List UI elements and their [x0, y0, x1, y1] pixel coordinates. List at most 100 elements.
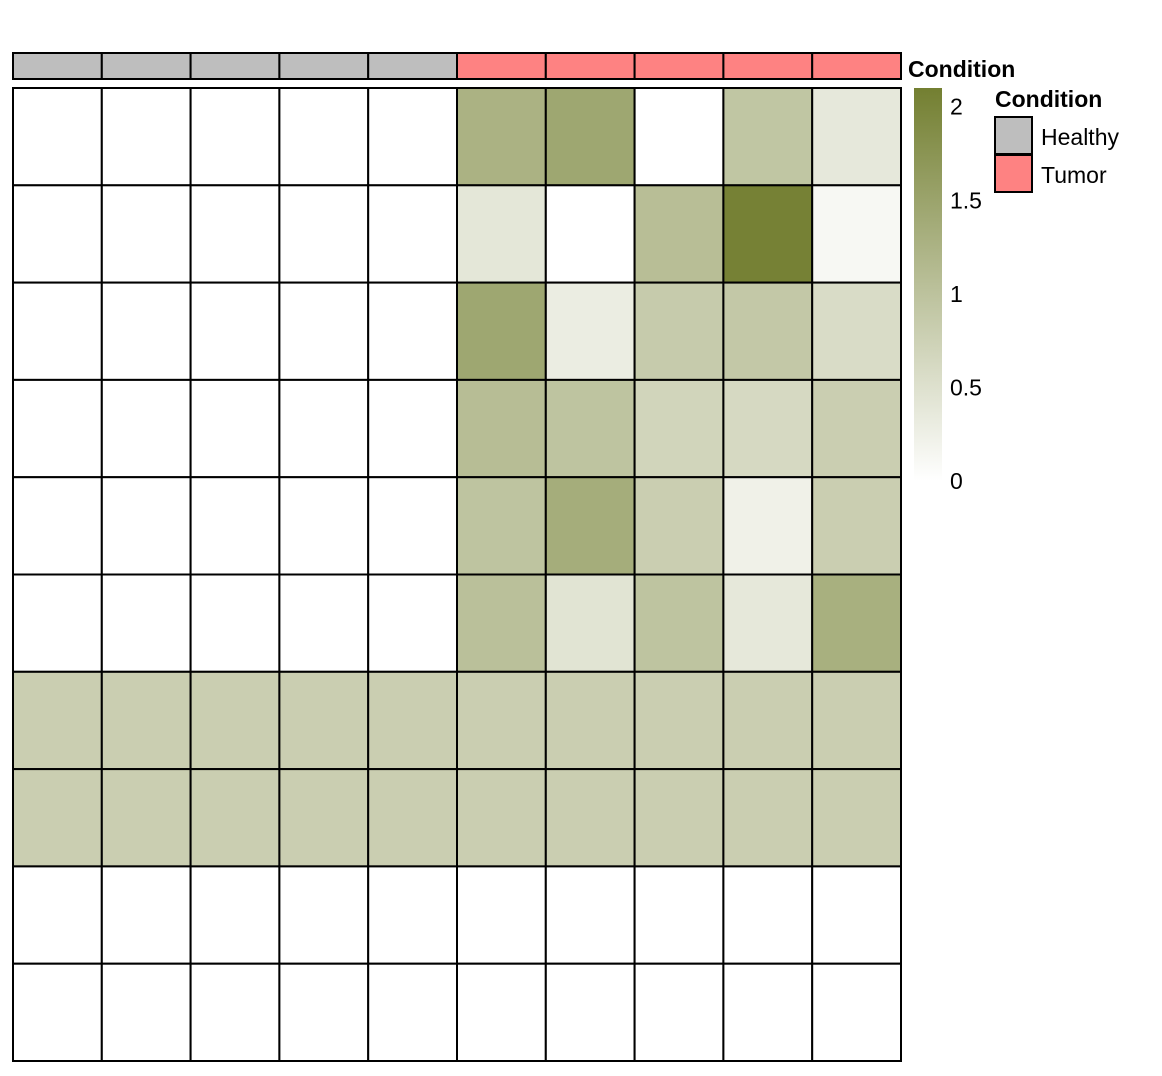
heatmap-cell [189, 865, 281, 965]
heatmap-cell [12, 962, 103, 1063]
heatmap-cell [278, 573, 370, 673]
heatmap-grid [12, 87, 903, 1063]
annotation-cell-healthy [12, 52, 103, 80]
heatmap-cell [278, 184, 370, 284]
heatmap-cell [722, 184, 814, 284]
heatmap-cell [367, 184, 459, 284]
heatmap-cell [811, 476, 903, 576]
heatmap-cell [278, 962, 370, 1063]
heatmap-cell [189, 573, 281, 673]
heatmap-cell [278, 281, 370, 381]
heatmap-cell [633, 573, 725, 673]
annotation-cell-healthy [278, 52, 370, 80]
annotation-cell-tumor [544, 52, 636, 80]
heatmap-cell [12, 184, 103, 284]
heatmap-cell [633, 768, 725, 868]
heatmap-cell [12, 281, 103, 381]
heatmap-cell [544, 768, 636, 868]
heatmap-cell [544, 184, 636, 284]
heatmap-cell [456, 865, 547, 965]
heatmap-cell [456, 87, 547, 187]
heatmap-cell [722, 87, 814, 187]
heatmap-cell [12, 476, 103, 576]
colorbar-tick-label: 0 [950, 468, 963, 494]
heatmap-cell [12, 378, 103, 479]
heatmap-cell [633, 476, 725, 576]
heatmap-cell [633, 865, 725, 965]
colorbar-tick-label: 0.5 [950, 374, 982, 400]
heatmap-cell [456, 184, 547, 284]
legend-label-tumor: Tumor [1041, 162, 1107, 188]
heatmap-cell [456, 378, 547, 479]
heatmap-cell [456, 670, 547, 771]
annotation-cell-tumor [811, 52, 903, 80]
heatmap-cell [278, 476, 370, 576]
heatmap-cell [722, 670, 814, 771]
heatmap-cell [189, 281, 281, 381]
heatmap-cell [100, 87, 192, 187]
heatmap-cell [544, 962, 636, 1063]
heatmap-cell [544, 670, 636, 771]
heatmap-cell [278, 670, 370, 771]
heatmap-cell [633, 184, 725, 284]
heatmap-cell [189, 184, 281, 284]
heatmap-cell [722, 865, 814, 965]
annotation-cell-tumor [456, 52, 547, 80]
annotation-row-title: Condition [908, 56, 1015, 82]
heatmap-cell [811, 962, 903, 1063]
colorbar-gradient [914, 88, 942, 481]
heatmap-cell [544, 476, 636, 576]
heatmap-cell [12, 573, 103, 673]
heatmap-cell [722, 378, 814, 479]
legend-title: Condition [995, 86, 1102, 112]
heatmap-cell [278, 865, 370, 965]
heatmap-cell [722, 281, 814, 381]
heatmap-cell [367, 573, 459, 673]
heatmap-cell [633, 87, 725, 187]
heatmap-cell [189, 768, 281, 868]
heatmap-cell [811, 865, 903, 965]
legend-swatch-healthy [994, 116, 1033, 155]
heatmap-cell [811, 670, 903, 771]
heatmap-cell [456, 768, 547, 868]
annotation-cell-tumor [633, 52, 725, 80]
heatmap-cell [100, 378, 192, 479]
heatmap-cell [811, 281, 903, 381]
colorbar-tick-label: 2 [950, 94, 963, 120]
heatmap-cell [367, 476, 459, 576]
heatmap-cell [544, 573, 636, 673]
heatmap-cell [456, 573, 547, 673]
annotation-cell-healthy [367, 52, 459, 80]
colorbar-tick-label: 1.5 [950, 187, 982, 213]
heatmap-cell [456, 281, 547, 381]
color-scale-legend: 0 0.5 1 1.5 2 [914, 88, 982, 494]
heatmap-cell [811, 768, 903, 868]
heatmap-cell [100, 865, 192, 965]
heatmap-cell [633, 281, 725, 381]
heatmap-cell [633, 670, 725, 771]
legend-label-healthy: Healthy [1041, 124, 1119, 150]
heatmap-cell [278, 378, 370, 479]
heatmap-cell [278, 87, 370, 187]
heatmap-cell [722, 573, 814, 673]
heatmap-cell [100, 184, 192, 284]
heatmap-cell [367, 768, 459, 868]
heatmap-cell [189, 476, 281, 576]
heatmap-cell [811, 87, 903, 187]
colorbar-tick-label: 1 [950, 281, 963, 307]
heatmap-cell [544, 865, 636, 965]
annotation-cell-healthy [100, 52, 192, 80]
heatmap-cell [367, 378, 459, 479]
condition-annotation-bar [12, 52, 903, 80]
heatmap-cell [100, 670, 192, 771]
heatmap-cell [544, 378, 636, 479]
heatmap-cell [12, 670, 103, 771]
heatmap-cell [12, 865, 103, 965]
heatmap-cell [544, 281, 636, 381]
heatmap-cell [722, 962, 814, 1063]
heatmap-cell [12, 768, 103, 868]
heatmap-cell [367, 87, 459, 187]
heatmap-cell [100, 768, 192, 868]
heatmap-cell [722, 768, 814, 868]
